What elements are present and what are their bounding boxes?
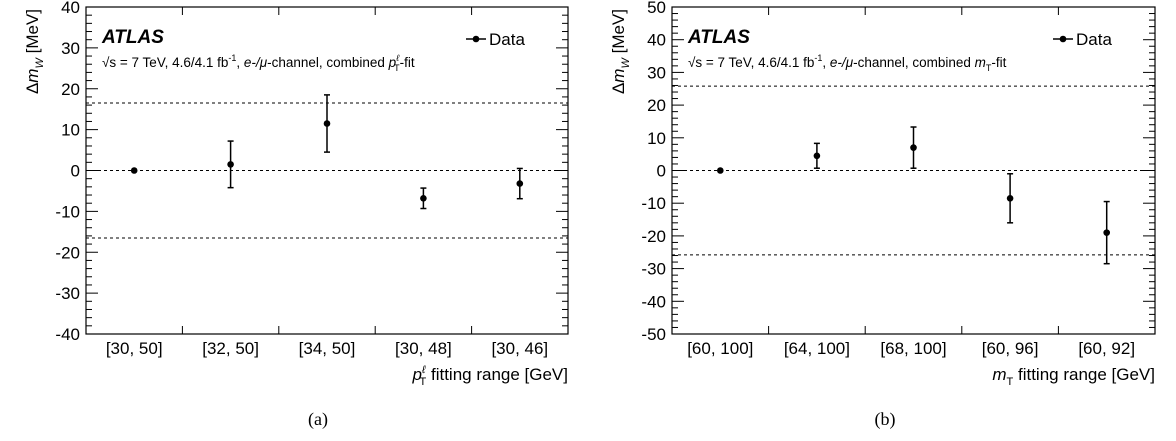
- y-tick-label: -10: [55, 202, 80, 221]
- data-point: [910, 144, 917, 151]
- x-axis-label: mT fitting range [GeV]: [992, 365, 1155, 388]
- data-point: [1006, 194, 1014, 202]
- y-tick-label: 20: [647, 96, 666, 115]
- x-tick-label: [32, 50]: [202, 339, 259, 358]
- x-tick-label: [60, 100]: [687, 339, 753, 358]
- chart-panel-a: -40 -30 -20 -10 0 10 20 30 40 [30, 50] [32, 50] [34…: [23, 0, 569, 430]
- x-tick-label: [30, 46]: [491, 339, 548, 358]
- legend-label: Data: [1076, 30, 1112, 49]
- x-tick-label: [60, 96]: [982, 339, 1039, 358]
- chart-panel-b: -50 -40 -30 -20 -10 0 10 20 30 40 50 [60, 100] [64, …: [609, 0, 1156, 430]
- info-text: √s = 7 TeV, 4.6/4.1 fb-1, e-/μ-channel, …: [688, 53, 1007, 73]
- data-point: [717, 167, 724, 174]
- legend-marker: [1059, 35, 1067, 43]
- y-tick-label: -10: [641, 194, 666, 213]
- y-tick-label: -50: [641, 325, 666, 344]
- x-tick-label: [64, 100]: [784, 339, 850, 358]
- data-point: [516, 180, 524, 187]
- x-axis-label: pℓ T fitting range [GeV]: [411, 364, 568, 388]
- y-tick-label: 0: [657, 162, 666, 181]
- atlas-label: ATLAS: [101, 27, 164, 48]
- x-tick-label: [68, 100]: [880, 339, 946, 358]
- x-tick-label: [30, 50]: [106, 339, 163, 358]
- x-tick-label: [30, 48]: [395, 339, 452, 358]
- data-point: [813, 152, 821, 160]
- y-tick-label: 40: [61, 0, 80, 17]
- panel-caption: (a): [308, 409, 328, 430]
- y-tick-label: 10: [647, 129, 666, 148]
- data-point: [420, 194, 427, 202]
- x-tick-label: [60, 92]: [1078, 339, 1135, 358]
- data-point: [1103, 229, 1110, 236]
- atlas-label: ATLAS: [687, 27, 750, 48]
- y-tick-label: -30: [641, 260, 666, 279]
- data-point: [323, 120, 331, 127]
- y-tick-label: 0: [71, 162, 80, 181]
- y-tick-label: 40: [647, 31, 666, 50]
- data-point: [130, 167, 138, 174]
- y-tick-label: -40: [55, 325, 80, 344]
- y-tick-label: 50: [647, 0, 666, 17]
- y-tick-label: 20: [61, 80, 80, 99]
- x-tick-label: [34, 50]: [299, 339, 356, 358]
- y-axis-label: ΔmW [MeV]: [609, 9, 632, 94]
- panel-caption: (b): [875, 409, 896, 430]
- legend-marker: [472, 35, 480, 43]
- data-point: [227, 161, 234, 168]
- y-tick-label: 30: [61, 39, 80, 58]
- y-tick-label: -40: [641, 292, 666, 311]
- y-axis-label: ΔmW [MeV]: [23, 9, 46, 94]
- y-tick-label: 10: [61, 121, 80, 140]
- y-tick-label: 30: [647, 63, 666, 82]
- y-tick-label: -20: [55, 243, 80, 262]
- y-tick-label: -20: [641, 227, 666, 246]
- y-tick-label: -30: [55, 284, 80, 303]
- info-text: √s = 7 TeV, 4.6/4.1 fb-1, e-/μ-channel, …: [102, 53, 415, 73]
- legend-label: Data: [489, 30, 525, 49]
